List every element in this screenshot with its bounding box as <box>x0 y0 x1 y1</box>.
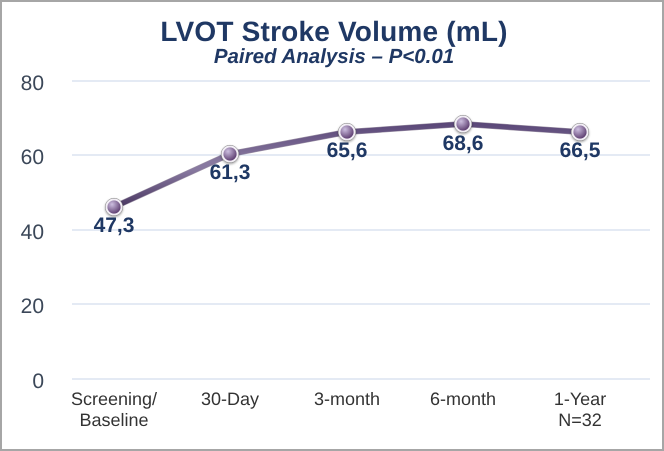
svg-text:0: 0 <box>32 370 44 393</box>
svg-text:20: 20 <box>21 295 44 318</box>
svg-text:66,5: 66,5 <box>560 139 601 162</box>
svg-text:47,3: 47,3 <box>94 214 135 237</box>
svg-text:40: 40 <box>21 221 44 244</box>
svg-text:1-Year: 1-Year <box>554 389 606 409</box>
svg-text:Screening/: Screening/ <box>71 389 157 409</box>
svg-text:30-Day: 30-Day <box>201 389 259 409</box>
svg-text:N=32: N=32 <box>558 410 602 430</box>
svg-text:61,3: 61,3 <box>210 161 251 184</box>
svg-text:Baseline: Baseline <box>79 410 148 430</box>
svg-text:65,6: 65,6 <box>327 139 368 162</box>
svg-text:6-month: 6-month <box>430 389 496 409</box>
svg-text:60: 60 <box>21 146 44 169</box>
svg-text:3-month: 3-month <box>314 389 380 409</box>
svg-text:68,6: 68,6 <box>443 132 484 155</box>
svg-text:80: 80 <box>21 72 44 95</box>
